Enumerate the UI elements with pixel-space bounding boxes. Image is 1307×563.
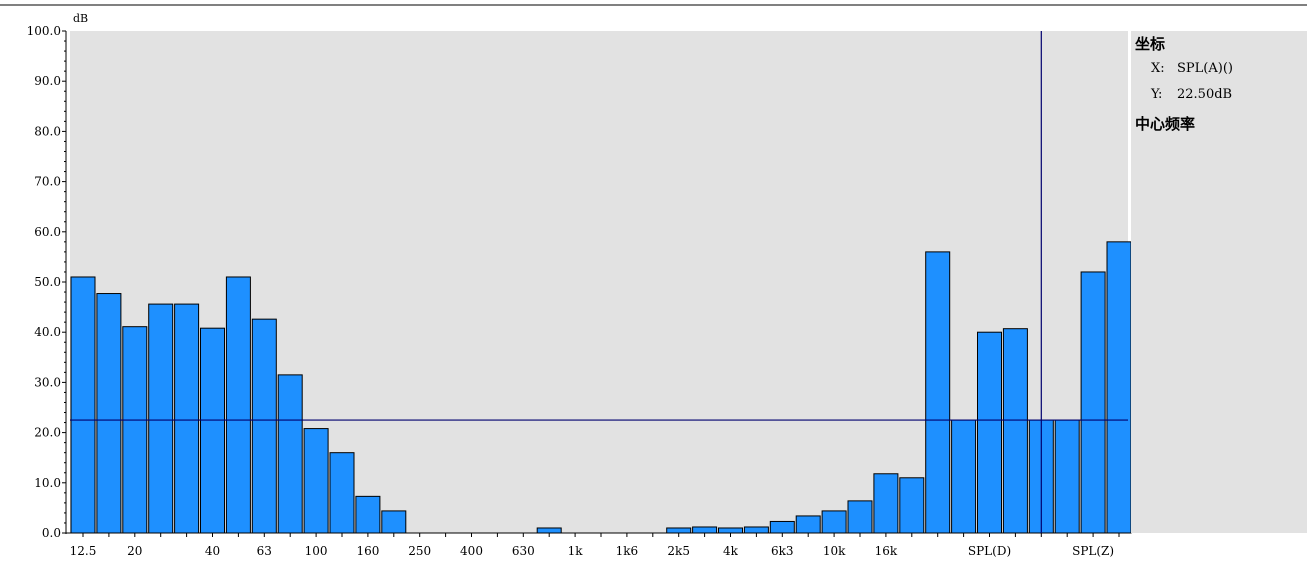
y-tick-label: 60.0 [34,225,61,239]
x-tick-label: 10k [823,544,846,558]
bar-10[interactable] [329,452,355,534]
x-tick-label: SPL(Z) [1072,544,1114,558]
bar-series [70,241,1132,534]
y-tick-label: 0.0 [42,526,61,540]
x-tick-label: 2k5 [667,544,690,558]
x-coordinate-label: X: [1151,61,1165,76]
x-tick-label: 16k [875,544,898,558]
y-coordinate-row: Y: 22.50dB [1151,87,1232,102]
bar-4[interactable] [174,303,200,534]
bar-33[interactable] [925,251,951,534]
x-tick-label: 40 [205,544,220,558]
bar-27[interactable] [769,520,795,534]
bar-35[interactable] [977,331,1002,534]
y-tick-label: 20.0 [34,426,61,440]
x-tick-label: 100 [305,544,328,558]
bar-12[interactable] [381,510,407,534]
coordinate-panel: 坐标 X: SPL(A)() Y: 22.50dB 中心频率 [1131,31,1307,533]
bar-34[interactable] [951,419,977,534]
bar-11[interactable] [355,495,381,534]
x-tick-label: 160 [356,544,379,558]
bar-6[interactable] [225,276,251,534]
bar-24[interactable] [692,526,718,534]
bar-31[interactable] [873,473,899,534]
x-tick-label: 4k [723,544,739,558]
x-tick-label: 250 [408,544,431,558]
y-tick-label: 30.0 [34,375,61,389]
x-tick-label: 1k6 [616,544,639,558]
bar-40[interactable] [1106,241,1132,534]
bar-3[interactable] [148,303,174,534]
bar-0[interactable] [70,276,96,534]
y-tick-label: 70.0 [34,175,61,189]
x-coordinate-value: SPL(A)() [1177,61,1233,76]
bar-18[interactable] [536,527,562,534]
bar-5[interactable] [200,327,225,534]
bar-30[interactable] [847,500,873,534]
y-tick-label: 100.0 [27,24,61,38]
y-unit-label: dB [73,12,88,25]
bar-38[interactable] [1054,419,1080,534]
bar-25[interactable] [718,527,743,534]
y-coordinate-value: 22.50dB [1177,87,1233,102]
y-tick-label: 50.0 [34,275,61,289]
center-frequency-title: 中心频率 [1135,115,1196,133]
y-tick-label: 40.0 [34,325,61,339]
bar-9[interactable] [303,428,329,534]
x-tick-label: 6k3 [771,544,794,558]
y-tick-label: 80.0 [34,124,61,138]
bar-29[interactable] [821,510,847,534]
x-tick-label: 1k [568,544,584,558]
x-tick-label: 63 [257,544,272,558]
panel-title: 坐标 [1135,35,1166,53]
x-tick-label: 20 [127,544,142,558]
bar-7[interactable] [251,318,277,534]
x-tick-label: 12.5 [70,544,97,558]
x-axis: 12.5 20 40 63 100 160 250 400 630 1k 1k6 2k5 4k 6k3 10… [66,532,1128,558]
x-coordinate-row: X: SPL(A)() [1151,61,1233,76]
x-tick-label: 400 [460,544,483,558]
bar-32[interactable] [899,477,925,534]
y-axis: 0.0 10.0 20.0 30.0 40.0 50.0 60.0 70.0 80.0 90.0 1… [27,24,67,540]
bar-1[interactable] [96,293,122,534]
y-tick-label: 10.0 [34,476,61,490]
x-tick-label: 630 [512,544,535,558]
crosshair [70,31,1128,533]
bar-39[interactable] [1080,271,1106,534]
y-coordinate-label: Y: [1151,87,1163,102]
bar-23[interactable] [666,527,692,534]
y-tick-label: 90.0 [34,74,61,88]
bar-2[interactable] [122,326,148,534]
x-tick-label: SPL(D) [968,544,1011,558]
bar-8[interactable] [277,374,303,534]
bar-28[interactable] [795,515,821,534]
bar-26[interactable] [743,526,769,534]
bar-36[interactable] [1002,328,1028,534]
